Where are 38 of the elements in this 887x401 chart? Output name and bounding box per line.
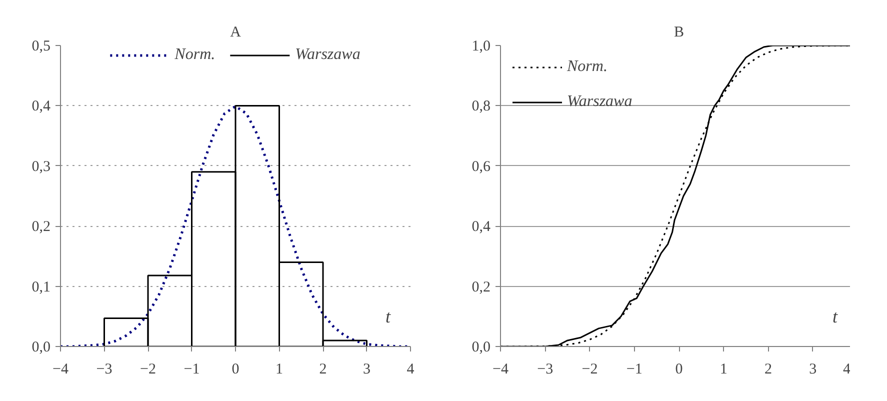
x-tick-label: 4 [406,362,415,378]
y-tick-label: 0,3 [32,158,50,175]
x-tick-label: −4 [492,362,509,378]
y-tick-label: 0,5 [32,38,50,54]
y-tick-label: 0,4 [472,219,491,236]
x-tick-label: −4 [52,362,69,378]
chart-title: B [674,24,684,40]
x-axis-title: t [386,306,392,326]
x-tick-label: −2 [140,362,156,378]
x-tick-label: 2 [764,362,772,378]
y-tick-label: 1,0 [472,38,490,54]
legend-label: Warszawa [567,93,632,111]
x-tick-label: 2 [319,362,327,378]
y-tick-label: 0,0 [472,340,490,356]
x-tick-label: 1 [276,362,283,378]
x-axis-title: t [832,306,838,326]
x-tick-label: 0 [232,362,240,378]
chart-title: A [230,24,242,40]
x-tick-label: 3 [809,362,817,378]
y-tick-label: 0,8 [472,98,490,115]
legend-label: Norm. [567,58,608,76]
y-tick-label: 0,6 [472,158,491,175]
y-tick-label: 0,1 [32,279,50,296]
x-tick-label: −3 [96,362,112,378]
y-tick-label: 0,2 [472,279,490,296]
x-tick-label: −1 [184,362,200,378]
x-tick-label: 4 [843,362,851,378]
x-tick-label: −3 [537,362,554,378]
x-tick-label: −2 [582,362,598,378]
y-tick-label: 0,0 [32,340,50,356]
x-tick-label: −1 [626,362,642,378]
x-tick-label: 1 [720,362,728,378]
y-tick-label: 0,2 [32,219,50,236]
legend-label: Norm. [174,46,216,64]
y-tick-label: 0,4 [32,98,51,115]
legend-label: Warszawa [295,46,360,64]
x-tick-label: 3 [363,362,370,378]
x-tick-label: 0 [675,362,683,378]
